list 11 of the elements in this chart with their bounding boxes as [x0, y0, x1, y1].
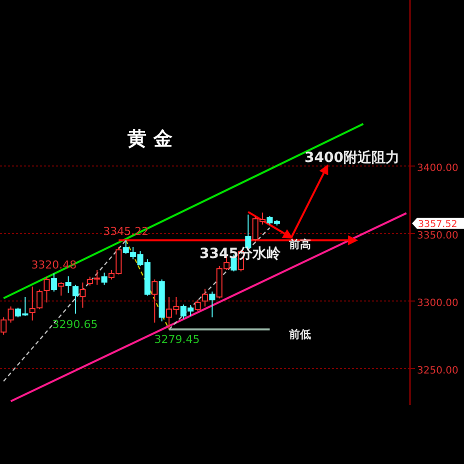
y-tick-label: 3400.00	[417, 163, 458, 174]
annotation: 3279.45	[154, 332, 200, 346]
y-tick-label: 3300.00	[417, 298, 458, 310]
annotation: 3400附近阻力	[304, 149, 400, 166]
text: 黄 金	[126, 128, 172, 150]
y-tick-label: 3250.00	[417, 366, 458, 377]
annotation: 前高	[288, 238, 311, 251]
annotation: 前低	[288, 328, 311, 341]
annotation: 3290.65	[52, 318, 98, 331]
text: 3357.52	[418, 218, 458, 230]
y-tick-label: 3350.00	[417, 230, 458, 242]
